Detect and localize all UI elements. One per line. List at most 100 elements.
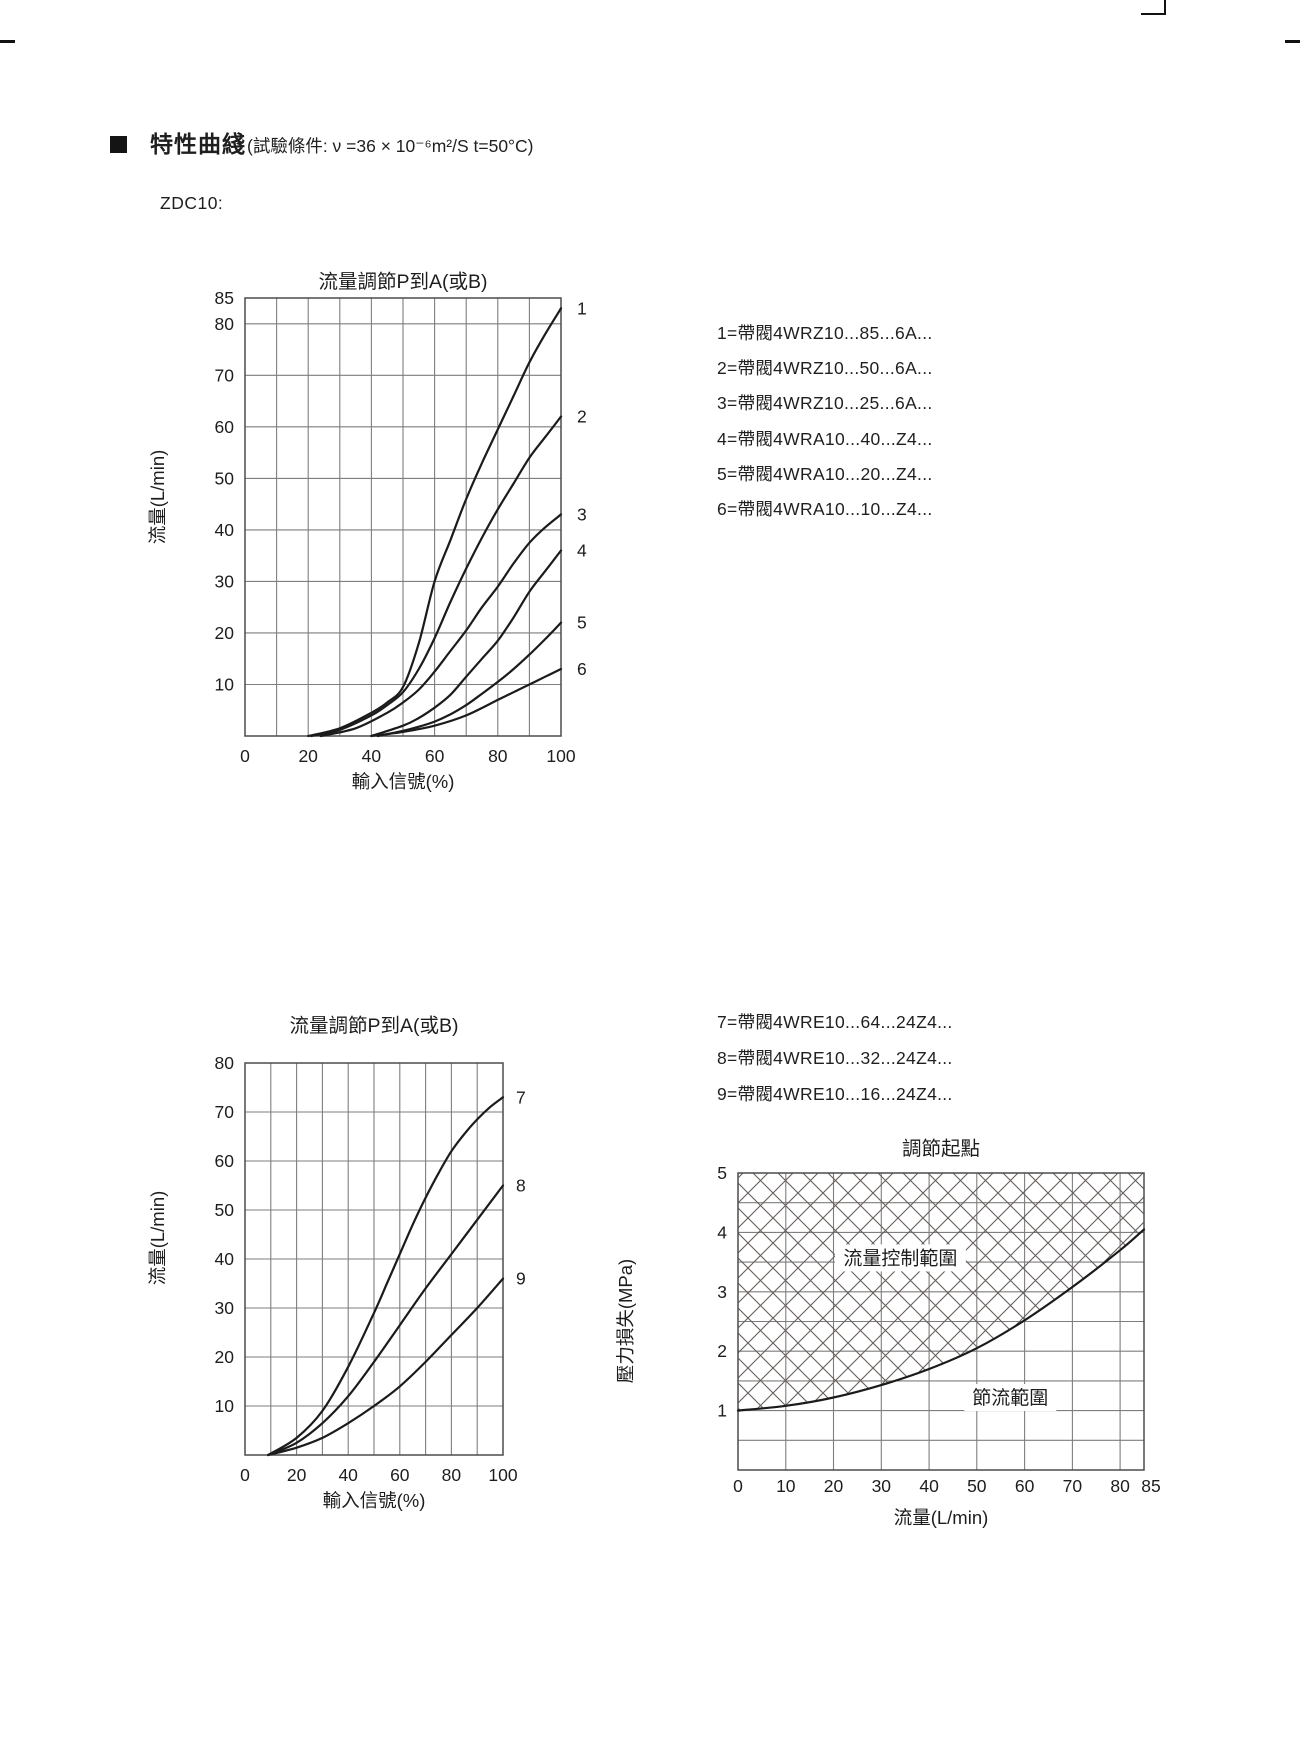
curve-2 <box>310 415 563 738</box>
y-tick-label: 50 <box>215 1200 235 1220</box>
curve-1 <box>307 307 563 738</box>
legend-item-8: 8=帶閥4WRE10...32...24Z4... <box>717 1048 953 1068</box>
x-tick-label: 20 <box>287 1465 307 1485</box>
curve-7 <box>267 1096 505 1457</box>
print-mark-right-icon <box>1285 40 1300 43</box>
x-tick-label: 100 <box>488 1465 517 1485</box>
x-tick-label: 40 <box>362 746 382 766</box>
curve-3 <box>319 513 563 738</box>
x-tick-label: 85 <box>1141 1476 1160 1496</box>
y-tick-label: 50 <box>215 468 235 488</box>
curve-8 <box>267 1184 505 1457</box>
y-tick-label: 60 <box>215 1151 235 1171</box>
x-tick-label: 30 <box>872 1476 892 1496</box>
y-tick-label: 3 <box>717 1282 727 1302</box>
curve-5 <box>376 621 563 738</box>
chart-title: 流量調節P到A(或B) <box>289 1015 458 1037</box>
test-condition: (試驗條件: ν =36 × 10⁻⁶m²/S t=50°C) <box>247 136 534 156</box>
x-tick-label: 80 <box>442 1465 462 1485</box>
legend-item-2: 2=帶閥4WRZ10...50...6A... <box>717 358 933 379</box>
y-tick-label: 10 <box>215 675 235 695</box>
model-label: ZDC10: <box>160 193 224 213</box>
legend-item-3: 3=帶閥4WRZ10...25...6A... <box>717 393 933 414</box>
y-tick-label: 60 <box>215 417 235 437</box>
y-tick-label: 40 <box>215 1249 235 1269</box>
plot-border <box>244 1062 504 1456</box>
curve-4 <box>370 549 563 738</box>
x-tick-label: 70 <box>1063 1476 1083 1496</box>
y-tick-label: 80 <box>215 314 235 334</box>
y-tick-label: 4 <box>717 1222 727 1242</box>
curve-6 <box>370 667 563 738</box>
legend-item-7: 7=帶閥4WRE10...64...24Z4... <box>717 1012 953 1032</box>
curve <box>736 1228 1146 1412</box>
x-tick-label: 40 <box>338 1465 358 1485</box>
x-tick-label: 0 <box>733 1476 743 1496</box>
x-axis-title: 流量(L/min) <box>894 1507 989 1528</box>
y-tick-label: 70 <box>215 365 235 385</box>
y-axis-title: 流量(L/min) <box>147 450 168 545</box>
x-tick-label: 60 <box>390 1465 410 1485</box>
chart-flow-lower: 7 8 9 0 20 40 60 80 100 80 70 60 50 40 30 20 10 流量調節P到A(或… <box>147 1015 526 1511</box>
y-tick-label: 1 <box>717 1401 727 1421</box>
curve-end-label-5: 5 <box>577 613 587 633</box>
x-tick-label: 10 <box>776 1476 796 1496</box>
x-axis-title: 輸入信號(%) <box>323 1490 426 1511</box>
annotation-box <box>964 1384 1057 1411</box>
y-tick-label: 40 <box>215 520 235 540</box>
curve-end-label-8: 8 <box>516 1176 526 1196</box>
plot-border <box>737 1172 1145 1471</box>
legend-upper: 1=帶閥4WRZ10...85...6A... 2=帶閥4WRZ10...50.… <box>717 316 933 527</box>
y-tick-label: 85 <box>215 288 234 308</box>
curve-end-label-1: 1 <box>577 298 587 318</box>
x-axis-title: 輸入信號(%) <box>352 771 455 792</box>
annotation-box <box>834 1244 966 1272</box>
y-tick-label: 2 <box>717 1341 727 1361</box>
curve-end-label-2: 2 <box>577 407 587 427</box>
y-tick-label: 5 <box>717 1163 727 1183</box>
y-tick-label: 20 <box>215 623 235 643</box>
chart-title: 流量調節P到A(或B) <box>318 271 487 293</box>
y-tick-label: 10 <box>215 1396 235 1416</box>
legend-item-6: 6=帶閥4WRA10...10...Z4... <box>717 499 933 520</box>
x-tick-label: 0 <box>240 1465 250 1485</box>
y-tick-label: 20 <box>215 1347 235 1367</box>
section-title: 特性曲綫 <box>150 131 246 157</box>
curve-end-label-6: 6 <box>577 659 587 679</box>
y-axis-title: 壓力損失(MPa) <box>615 1259 636 1383</box>
legend-item-5: 5=帶閥4WRA10...20...Z4... <box>717 463 933 484</box>
hatched-region <box>738 1173 1144 1411</box>
chart-title: 調節起點 <box>902 1138 980 1160</box>
curve-end-label-4: 4 <box>577 541 587 561</box>
x-tick-label: 60 <box>425 746 445 766</box>
x-tick-label: 20 <box>824 1476 844 1496</box>
curve-end-label-3: 3 <box>577 504 587 524</box>
curve-9 <box>267 1277 505 1457</box>
curve-end-label-7: 7 <box>516 1087 526 1107</box>
print-mark-left-icon <box>0 40 15 43</box>
legend-lower: 7=帶閥4WRE10...64...24Z4... 8=帶閥4WRE10...3… <box>717 1004 953 1112</box>
annotation-label: 節流範圍 <box>972 1387 1048 1409</box>
legend-item-1: 1=帶閥4WRZ10...85...6A... <box>717 323 933 343</box>
x-tick-label: 80 <box>488 746 508 766</box>
annotation-label: 流量控制範圍 <box>843 1247 957 1269</box>
y-tick-label: 70 <box>215 1102 235 1122</box>
y-tick-label: 80 <box>215 1053 235 1073</box>
print-mark-corner-icon <box>1141 0 1166 15</box>
plot-border <box>244 297 562 737</box>
x-tick-label: 100 <box>546 746 575 766</box>
curve-end-label-9: 9 <box>516 1269 526 1289</box>
x-tick-label: 80 <box>1110 1476 1130 1496</box>
legend-item-9: 9=帶閥4WRE10...16...24Z4... <box>717 1084 953 1104</box>
x-tick-label: 20 <box>298 746 318 766</box>
legend-item-4: 4=帶閥4WRA10...40...Z4... <box>717 428 933 449</box>
x-tick-label: 60 <box>1015 1476 1035 1496</box>
x-tick-label: 40 <box>919 1476 939 1496</box>
section-marker-icon <box>110 136 127 153</box>
x-tick-label: 0 <box>240 746 250 766</box>
y-tick-label: 30 <box>215 571 235 591</box>
y-axis-title: 流量(L/min) <box>147 1191 168 1286</box>
